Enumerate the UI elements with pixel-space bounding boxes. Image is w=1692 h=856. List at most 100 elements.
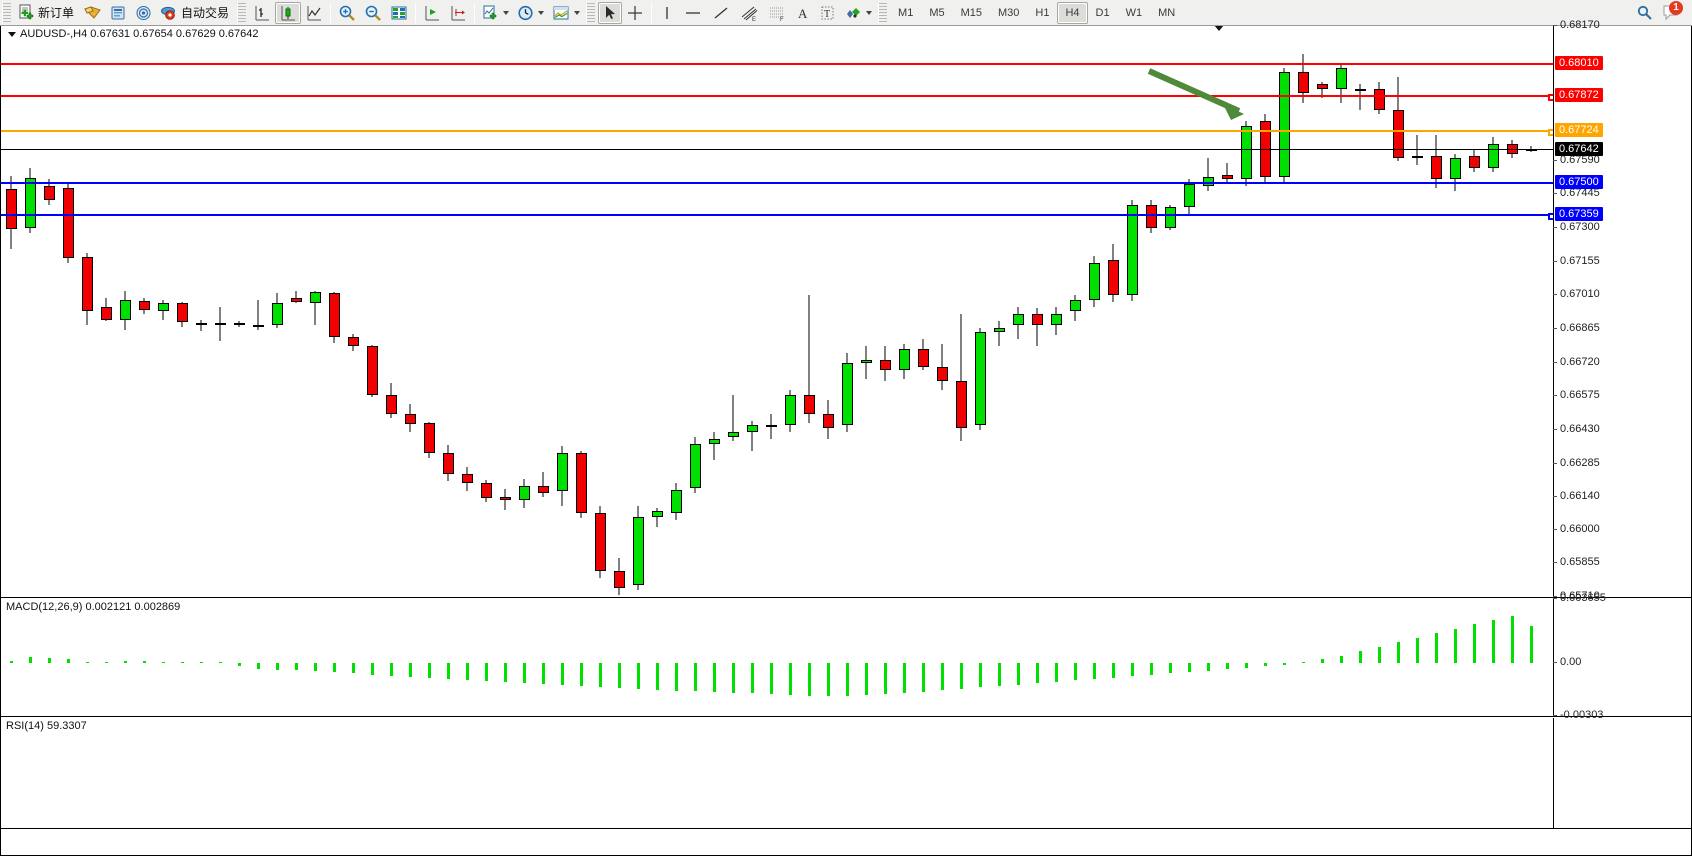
candle-body [651,511,663,517]
level-handle[interactable] [1548,128,1553,136]
timeframe-h4[interactable]: H4 [1057,1,1088,24]
terminal-button[interactable] [106,2,131,24]
data-window-button[interactable] [386,2,412,24]
templates-dropdown-caret[interactable] [574,10,581,15]
level-line-last-price[interactable] [1,148,1553,150]
candle-body [461,473,473,484]
price-pane[interactable]: AUDUSD-,H4 0.67631 0.67654 0.67629 0.676… [1,19,1691,602]
macd-histogram-bar [731,662,735,693]
toolbar-grip-orders[interactable] [2,2,11,23]
price-tag-resistance-1[interactable]: 0.67872 [1555,88,1603,103]
candle-body [860,360,872,363]
timeframe-mn[interactable]: MN [1158,6,1176,19]
periods-button[interactable] [513,2,548,24]
timeframe-m1[interactable]: M1 [898,6,914,19]
objects-button[interactable] [840,2,876,24]
indicators-dropdown-caret[interactable] [503,10,510,15]
vertical-line-button[interactable] [655,2,679,24]
level-handle[interactable] [1548,213,1553,221]
templates-button[interactable] [548,2,584,24]
candle-body [233,323,245,326]
horizontal-line-button[interactable] [679,2,707,24]
price-tag-support-1[interactable]: 0.67500 [1555,174,1603,189]
equidistant-channel-button[interactable]: E [735,2,763,24]
candle-wick [751,420,753,451]
timeframe-d1[interactable]: D1 [1095,6,1110,19]
notifications-button[interactable]: 1 [1658,0,1686,24]
autotrading-button[interactable]: 自动交易 [156,2,235,24]
candle-wick [200,319,202,332]
chart-shift-button[interactable] [445,2,471,24]
search-button[interactable] [1632,2,1658,24]
timeframe-w1[interactable]: W1 [1125,6,1143,19]
text-label-button[interactable]: T [815,2,840,24]
magnifier-icon [1637,5,1652,20]
candlestick-chart-button[interactable] [275,1,302,24]
auto-scroll-button[interactable] [419,2,445,24]
candle [119,26,131,597]
periods-dropdown-caret[interactable] [538,10,545,15]
zoom-out-button[interactable] [360,2,386,24]
time-axis[interactable] [1,830,1691,855]
macd-pane[interactable]: MACD(12,26,9) 0.002121 0.002869 0.003655… [1,592,1691,721]
price-tag-last-price[interactable]: 0.67642 [1555,141,1603,156]
chart-shift-icon [451,5,466,20]
price-tag-pivot[interactable]: 0.67724 [1555,122,1603,137]
level-line-resistance-1[interactable] [1,94,1553,102]
trendline-button[interactable] [707,2,735,24]
text-button[interactable]: A [791,2,815,24]
macd-axis[interactable]: 0.003655 0.00 -0.00303 [1553,592,1691,721]
timeframe-m30[interactable]: M30 [998,6,1020,19]
macd-histogram-bar [1130,662,1134,677]
macd-histogram-bar [85,661,89,663]
toolbar-grip-timeframes[interactable] [878,2,888,23]
signal-icon [136,5,151,20]
rsi-pane[interactable]: RSI(14) 59.3307 [1,718,1691,829]
zoom-in-button[interactable] [334,2,360,24]
new-order-button[interactable]: 新订单 [14,2,80,24]
candle-wick [865,346,867,379]
macd-plot-area[interactable] [1,599,1553,716]
objects-dropdown-caret[interactable] [866,10,873,15]
candle-body [1031,313,1043,326]
macd-histogram-bar [47,658,51,663]
rsi-plot-area[interactable] [1,718,1553,828]
toolbar-grip-charttype[interactable] [237,2,247,23]
candle [632,26,644,597]
level-handle[interactable] [1548,94,1553,102]
timeframe-m15[interactable]: M15 [960,6,982,19]
chevron-down-icon[interactable] [8,31,16,37]
rsi-axis[interactable] [1553,718,1691,828]
fibonacci-button[interactable]: F [763,2,791,24]
notification-badge-wrap: 1 [1662,0,1683,23]
price-tag-support-2[interactable]: 0.67359 [1555,207,1603,222]
toolbar-grip-tools[interactable] [586,2,596,23]
macd-histogram-bar [1358,651,1362,663]
candle-body [1468,155,1480,168]
trend-arrow-annotation[interactable] [1,26,1553,597]
folder-icon [84,5,101,19]
candle [480,26,492,597]
arrow-cursor-icon [606,6,616,19]
candle-body [1278,72,1290,177]
crosshair-button[interactable] [622,2,648,24]
level-line-support-1[interactable] [1,181,1553,184]
signals-button[interactable] [131,2,156,24]
candlestick-icon [281,5,296,20]
bar-chart-button[interactable] [249,2,275,24]
line-chart-button[interactable] [301,2,327,24]
indicators-button[interactable] [478,2,513,24]
cursor-button[interactable] [598,1,623,24]
timeframe-m5[interactable]: M5 [929,6,945,19]
macd-histogram-bar [1529,625,1533,663]
level-line-pivot[interactable] [1,128,1553,136]
chart-window[interactable]: AUDUSD-,H4 0.67631 0.67654 0.67629 0.676… [0,19,1692,856]
timeframe-h1[interactable]: H1 [1035,6,1050,19]
price-tag-resistance-2[interactable]: 0.68010 [1555,56,1603,71]
history-button[interactable] [80,2,106,24]
rsi-label: RSI(14) 59.3307 [6,720,87,732]
level-line-resistance-2[interactable] [1,63,1553,66]
price-plot-area[interactable] [1,26,1553,597]
price-axis[interactable]: 0.68170 0.67590 0.67445 0.67300 0.67155 0.670… [1553,19,1691,602]
level-line-support-2[interactable] [1,213,1553,221]
